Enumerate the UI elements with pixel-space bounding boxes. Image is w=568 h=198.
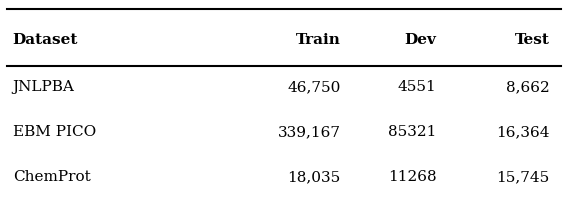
Text: 16,364: 16,364 <box>496 125 550 139</box>
Text: 339,167: 339,167 <box>278 125 341 139</box>
Text: 18,035: 18,035 <box>287 170 341 184</box>
Text: Test: Test <box>515 33 550 48</box>
Text: ChemProt: ChemProt <box>12 170 90 184</box>
Text: Dataset: Dataset <box>12 33 78 48</box>
Text: Dev: Dev <box>405 33 437 48</box>
Text: 4551: 4551 <box>398 80 437 94</box>
Text: 8,662: 8,662 <box>506 80 550 94</box>
Text: EBM PICO: EBM PICO <box>12 125 96 139</box>
Text: 46,750: 46,750 <box>287 80 341 94</box>
Text: JNLPBA: JNLPBA <box>12 80 74 94</box>
Text: 11268: 11268 <box>388 170 437 184</box>
Text: 15,745: 15,745 <box>496 170 550 184</box>
Text: Train: Train <box>296 33 341 48</box>
Text: 85321: 85321 <box>389 125 437 139</box>
